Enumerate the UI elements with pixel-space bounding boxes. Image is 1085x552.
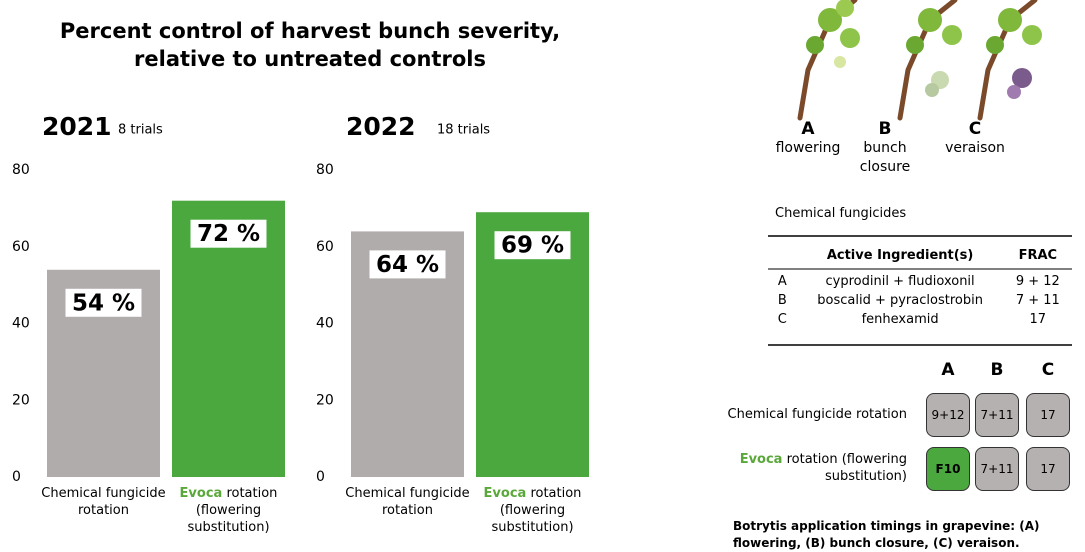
y-tick-label: 80: [316, 162, 334, 178]
y-tick-label: 20: [316, 392, 334, 408]
x-tick-label: Chemical fungicide rotation: [345, 486, 470, 518]
chart-subtitle: 8 trials: [118, 123, 163, 138]
column-letter: A: [941, 360, 955, 380]
y-tick-label: 40: [316, 316, 334, 332]
table-cell: 17: [1029, 312, 1047, 327]
table-cell: B: [777, 293, 787, 308]
value-label-box: [369, 250, 446, 279]
table-caption: Chemical fungicides: [775, 206, 907, 221]
value-label-box: [494, 231, 571, 260]
row-label: Chemical fungicide rotation: [727, 407, 908, 422]
x-tick-label: Evoca rotation (flowering substitution): [179, 486, 278, 535]
footnote: Botrytis application timings in grapevin…: [733, 519, 1040, 550]
value-label: 72 %: [197, 221, 260, 247]
value-label: 54 %: [72, 290, 135, 316]
chart-title: 2022: [346, 112, 416, 141]
rotation-cell: 7+11: [975, 393, 1019, 437]
table-cell: C: [777, 312, 787, 327]
y-tick-label: 60: [316, 239, 334, 255]
table-rules: [768, 235, 1072, 346]
row-label: Evoca rotation (flowering substitution): [739, 452, 907, 484]
table-cell: 9 + 12: [1015, 274, 1060, 289]
table-header: Active Ingredient(s): [826, 247, 974, 263]
table-cell: A: [777, 274, 787, 289]
y-tick-label: 80: [12, 162, 30, 178]
table-cell: fenhexamid: [861, 312, 939, 327]
rotation-cell: F10: [926, 447, 970, 491]
table-cell: boscalid + pyraclostrobin: [817, 293, 983, 308]
value-label: 64 %: [376, 252, 439, 278]
table-cell: 7 + 11: [1015, 293, 1060, 308]
x-tick-label: Evoca rotation (flowering substitution): [483, 486, 582, 535]
value-label: 69 %: [501, 233, 564, 259]
x-tick-label: Chemical fungicide rotation: [41, 486, 166, 518]
stage-label: bunch closure: [859, 140, 911, 175]
y-tick-label: 0: [316, 469, 325, 485]
chart-title: 2021: [42, 112, 112, 141]
title-line: relative to untreated controls: [134, 47, 486, 71]
rotation-cell: 17: [1026, 393, 1070, 437]
vine-illustrations: [797, 0, 1042, 121]
value-label-box: [65, 288, 142, 317]
chart-subtitle: 18 trials: [437, 123, 490, 138]
column-letter: C: [1041, 360, 1055, 380]
stage-letter: A: [801, 119, 815, 139]
stage-letter: B: [878, 119, 892, 139]
y-tick-label: 60: [12, 239, 30, 255]
title-line: Percent control of harvest bunch severit…: [60, 19, 560, 43]
table-cell: cyprodinil + fludioxonil: [825, 274, 975, 289]
rotation-cell: 17: [1026, 447, 1070, 491]
stage-label: flowering: [775, 140, 841, 156]
y-tick-label: 0: [12, 469, 21, 485]
table-header: FRAC: [1018, 247, 1058, 263]
y-tick-label: 40: [12, 316, 30, 332]
stage-letter: C: [968, 119, 982, 139]
rotation-cell: 9+12: [926, 393, 970, 437]
rotation-cell: 7+11: [975, 447, 1019, 491]
value-label-box: [190, 219, 267, 248]
y-tick-label: 20: [12, 392, 30, 408]
stage-label: veraison: [945, 140, 1005, 156]
column-letter: B: [990, 360, 1004, 380]
